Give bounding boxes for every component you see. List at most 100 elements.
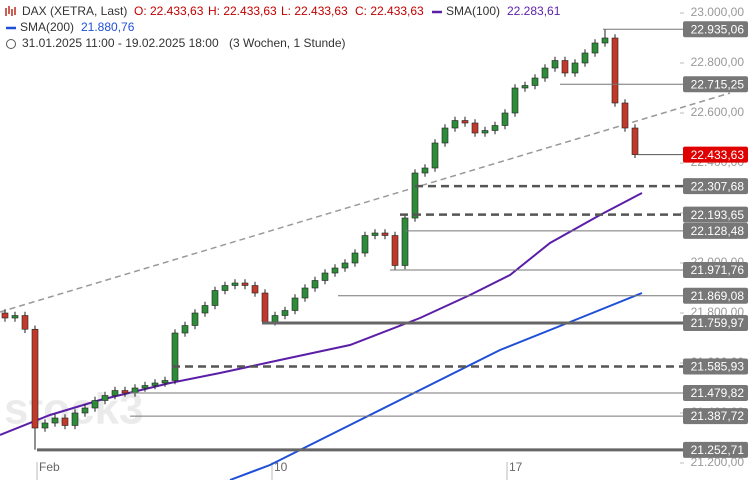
candle-body bbox=[151, 382, 159, 386]
candle-body bbox=[421, 167, 429, 174]
level-label: 21.252,71 bbox=[691, 443, 745, 457]
level-label: 22.715,25 bbox=[691, 77, 745, 91]
level-label: 21.479,82 bbox=[691, 386, 745, 400]
candle-body bbox=[591, 42, 599, 54]
level-label: 21.869,08 bbox=[691, 289, 745, 303]
level-box bbox=[683, 441, 748, 458]
candle-body bbox=[161, 380, 169, 384]
ohlc-label: C: 22.433,63 bbox=[355, 4, 424, 18]
level-box bbox=[683, 222, 748, 239]
level-label: 22.935,06 bbox=[691, 22, 745, 36]
legend-value: 21.880,76 bbox=[81, 20, 135, 34]
candle-body bbox=[21, 315, 29, 330]
candle-body bbox=[311, 280, 319, 289]
candle-body bbox=[351, 252, 359, 264]
y-tick-label: 22.800,00 bbox=[691, 55, 745, 69]
y-tick-label: 23.000,00 bbox=[691, 5, 745, 19]
ohlc-label: H: 22.433,63 bbox=[208, 4, 277, 18]
candle-body bbox=[81, 407, 89, 414]
level-box bbox=[683, 146, 748, 163]
y-tick-label: 22.600,00 bbox=[691, 105, 745, 119]
trendline bbox=[0, 92, 731, 313]
sma-line bbox=[0, 192, 643, 436]
candle-body bbox=[251, 285, 259, 294]
candle-body bbox=[141, 385, 149, 389]
candle-body bbox=[1, 312, 9, 319]
instrument-title: DAX (XETRA, Last) bbox=[22, 4, 127, 18]
candle-body bbox=[381, 232, 389, 236]
level-label: 21.759,97 bbox=[691, 316, 745, 330]
instrument-icon bbox=[5, 6, 16, 16]
candle-body bbox=[451, 120, 459, 129]
level-box bbox=[683, 206, 748, 223]
candle-body bbox=[571, 62, 579, 74]
candle-body bbox=[331, 267, 339, 274]
candle-body bbox=[551, 60, 559, 69]
level-label: 22.128,48 bbox=[691, 224, 745, 238]
candle-body bbox=[61, 417, 69, 426]
level-label: 22.433,63 bbox=[691, 148, 745, 162]
candle-body bbox=[541, 67, 549, 79]
candle-body bbox=[321, 272, 329, 281]
legend-name: SMA(200) bbox=[20, 20, 74, 34]
level-box bbox=[683, 315, 748, 332]
candle-body bbox=[191, 312, 199, 326]
x-tick-label: 17 bbox=[509, 460, 523, 474]
candle-body bbox=[51, 417, 59, 424]
x-tick-label: Feb bbox=[39, 460, 60, 474]
candle-body bbox=[111, 390, 119, 396]
candle-body bbox=[341, 262, 349, 269]
candle-body bbox=[241, 282, 249, 286]
level-box bbox=[683, 76, 748, 93]
level-label: 21.387,72 bbox=[691, 409, 745, 423]
period-label: (3 Wochen, 1 Stunde) bbox=[229, 36, 346, 50]
candle-body bbox=[521, 85, 529, 89]
candle-body bbox=[211, 290, 219, 306]
level-box bbox=[683, 262, 748, 279]
level-box bbox=[683, 358, 748, 375]
candle-body bbox=[631, 127, 639, 155]
y-tick-label: 21.200,00 bbox=[691, 455, 745, 469]
level-box bbox=[683, 408, 748, 425]
candle-body bbox=[531, 77, 539, 86]
range-icon bbox=[6, 39, 16, 49]
candle-body bbox=[271, 315, 279, 323]
level-box bbox=[683, 21, 748, 38]
candle-body bbox=[201, 305, 209, 314]
legend-name: SMA(100) bbox=[446, 4, 500, 18]
candle-body bbox=[221, 285, 229, 291]
candle-body bbox=[491, 125, 499, 131]
ohlc-label: L: 22.433,63 bbox=[281, 4, 348, 18]
candle-body bbox=[301, 287, 309, 299]
candle-body bbox=[621, 102, 629, 129]
candle-body bbox=[361, 235, 369, 254]
candle-body bbox=[71, 412, 79, 426]
candle-body bbox=[471, 122, 479, 134]
level-label: 21.971,76 bbox=[691, 263, 745, 277]
candle-body bbox=[601, 37, 609, 44]
level-label: 22.307,68 bbox=[691, 179, 745, 193]
candle-body bbox=[91, 400, 99, 409]
sma-line bbox=[229, 292, 643, 480]
candle-body bbox=[101, 395, 109, 401]
candle-body bbox=[481, 130, 489, 134]
candle-body bbox=[291, 297, 299, 311]
candle-body bbox=[561, 60, 569, 74]
candle-body bbox=[431, 142, 439, 169]
level-label: 22.193,65 bbox=[691, 208, 745, 222]
candle-body bbox=[391, 235, 399, 266]
range-label: 31.01.2025 11:00 - 19.02.2025 18:00 bbox=[22, 36, 219, 50]
level-label: 21.585,93 bbox=[691, 360, 745, 374]
candle-body bbox=[411, 172, 419, 219]
candle-body bbox=[231, 282, 239, 286]
candle-body bbox=[121, 390, 129, 394]
level-box bbox=[683, 385, 748, 402]
candle-body bbox=[441, 127, 449, 144]
candle-body bbox=[181, 325, 189, 334]
ohlc-label: O: 22.433,63 bbox=[134, 4, 204, 18]
level-box bbox=[683, 178, 748, 195]
candle-body bbox=[461, 120, 469, 124]
candle-body bbox=[171, 332, 179, 381]
candle-body bbox=[501, 112, 509, 126]
